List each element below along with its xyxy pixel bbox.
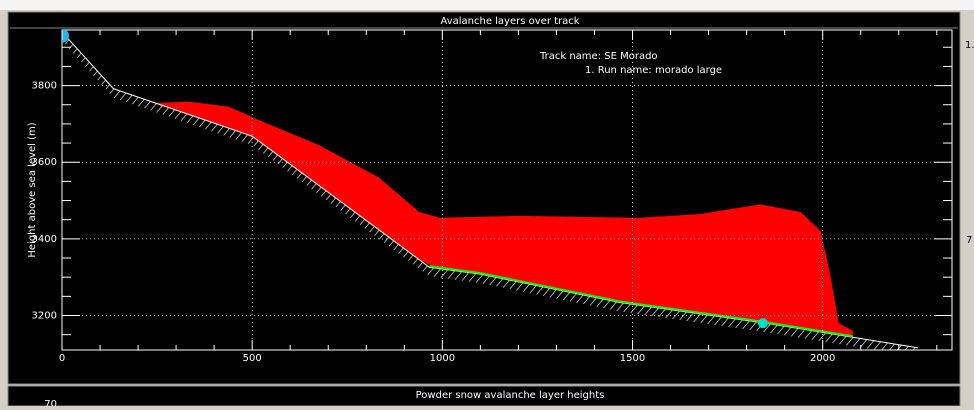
y-axis-label: Height above sea level (m)	[27, 122, 38, 257]
marker	[757, 318, 768, 329]
x-tick-label: 1000	[430, 353, 455, 364]
chart-title: Avalanche layers over track	[440, 16, 579, 27]
side-fragment: 1.	[965, 40, 974, 51]
x-tick-label: 1500	[620, 353, 645, 364]
chart-title: Powder snow avalanche layer heights	[416, 390, 605, 401]
y-tick-label: 70	[44, 399, 57, 406]
deposit-line	[429, 265, 853, 338]
y-tick-label: 3800	[32, 81, 57, 92]
plot	[62, 30, 918, 350]
y-tick-label: 3600	[32, 157, 57, 168]
annotation: 1. Run name: morado large	[585, 65, 722, 76]
y-tick-label: 3400	[32, 234, 57, 245]
avalanche-layer	[158, 101, 853, 338]
x-tick-label: 0	[59, 353, 65, 364]
x-tick-label: 2000	[810, 353, 835, 364]
y-tick-label: 3200	[32, 311, 57, 322]
top-strip	[0, 0, 974, 10]
marker	[62, 30, 69, 43]
side-fragment: 7	[966, 235, 972, 246]
x-tick-label: 500	[243, 353, 262, 364]
annotation: Track name: SE Morado	[539, 51, 658, 62]
